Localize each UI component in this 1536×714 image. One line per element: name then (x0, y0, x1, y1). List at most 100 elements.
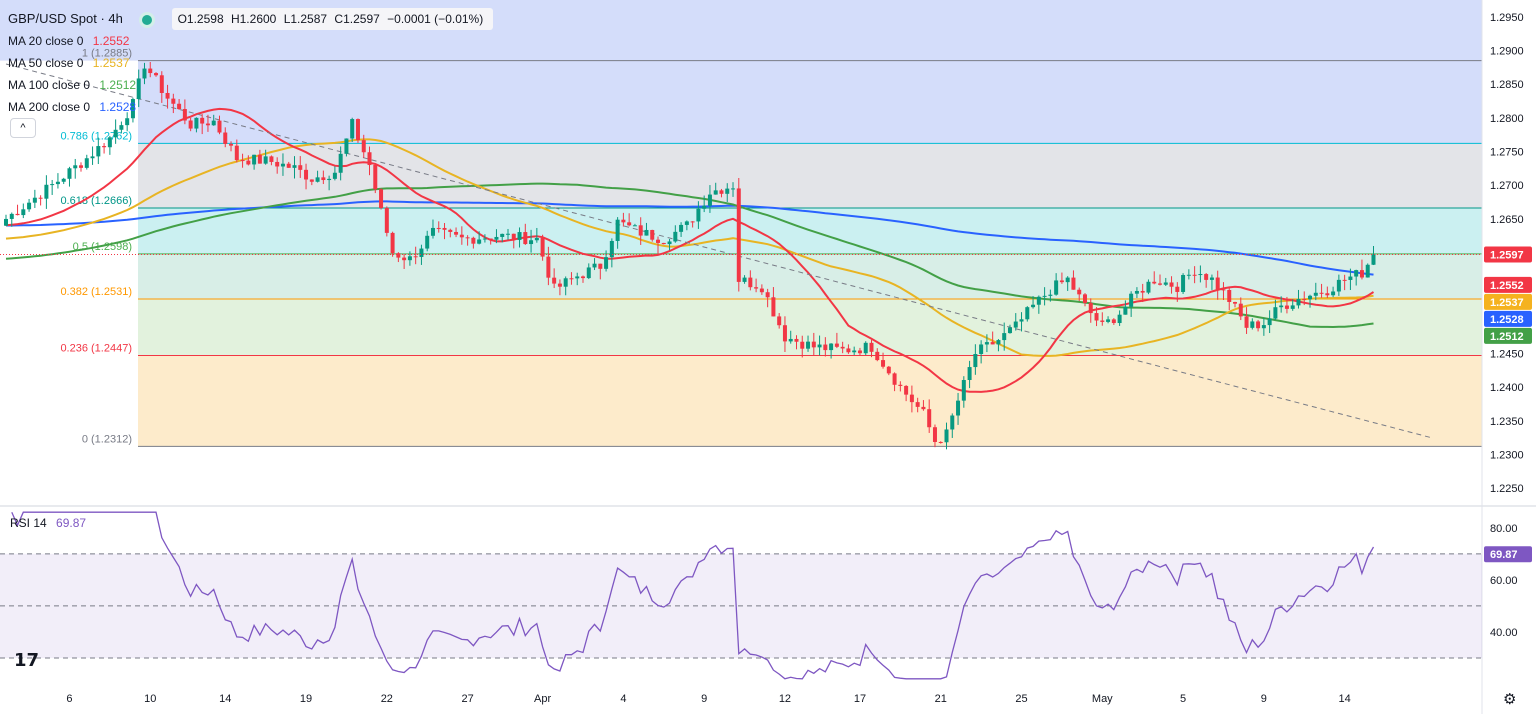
candle-body (863, 342, 868, 354)
candle-body (102, 146, 107, 148)
candle-body (615, 219, 620, 241)
x-tick-label: 22 (381, 693, 393, 705)
candle-body (327, 178, 332, 181)
candle-body (350, 119, 355, 139)
candle-body (73, 165, 78, 169)
collapse-legend-button[interactable]: ^ (10, 118, 36, 138)
candle-body (298, 165, 303, 170)
candle-body (459, 234, 464, 238)
candle-body (881, 360, 886, 367)
candle-body (1227, 289, 1232, 302)
candle-body (1082, 294, 1087, 303)
candle-body (777, 316, 782, 326)
candle-body (67, 168, 72, 179)
candle-body (1267, 318, 1272, 326)
indicator-ma200[interactable]: MA 200 close 0 1.2528 (8, 96, 493, 118)
candle-body (482, 238, 487, 240)
candle-body (4, 218, 8, 226)
candle-body (1290, 305, 1295, 309)
candle-body (125, 118, 130, 126)
candle-body (829, 343, 834, 351)
candle-body (846, 348, 851, 353)
candle-body (869, 342, 874, 352)
candle-body (61, 178, 66, 182)
candle-body (315, 177, 320, 182)
ma-tag: 1.2528 (1490, 314, 1524, 326)
candle-body (448, 229, 453, 232)
candle-body (1042, 295, 1047, 297)
ma50-line (5, 138, 1374, 357)
close-value: C1.2597 (334, 12, 380, 26)
candle-body (1204, 274, 1209, 280)
candle-body (736, 188, 741, 282)
candle-body (875, 351, 880, 361)
candle-body (523, 232, 528, 245)
candle-body (632, 225, 637, 227)
candle-body (1071, 277, 1076, 290)
open-value: O1.2598 (177, 12, 224, 26)
candle-body (1019, 319, 1024, 322)
candle-body (419, 248, 424, 257)
rsi-legend[interactable]: RSI 14 69.87 (10, 516, 86, 530)
candle-body (32, 197, 37, 203)
tradingview-logo-icon[interactable]: 17 (14, 650, 40, 671)
rsi-background (0, 507, 1482, 684)
candle-body (990, 342, 995, 345)
fib-label: 0.382 (1.2531) (60, 286, 132, 298)
candle-body (759, 288, 764, 293)
candle-body (563, 278, 568, 287)
candle-body (252, 154, 257, 165)
candle-body (1359, 270, 1364, 278)
gear-icon[interactable]: ⚙ (1503, 690, 1517, 708)
candle-body (1256, 321, 1261, 329)
candle-body (586, 267, 591, 279)
price-tick-label: 1.2900 (1490, 46, 1524, 58)
candle-body (973, 354, 978, 368)
candle-body (367, 152, 372, 166)
candle-body (1308, 295, 1313, 300)
trendline (5, 63, 1432, 439)
candle-body (1106, 319, 1111, 322)
candle-body (505, 233, 510, 235)
candle-body (159, 75, 164, 93)
candle-body (165, 92, 170, 99)
candle-body (604, 257, 609, 269)
candle-body (15, 213, 20, 216)
candle-body (950, 415, 955, 430)
indicator-value: 1.2512 (99, 78, 137, 92)
indicator-ma50[interactable]: MA 50 close 0 1.2537 (8, 52, 493, 74)
candle-body (748, 277, 753, 288)
candle-body (1163, 282, 1168, 285)
indicator-value: 1.2552 (92, 34, 130, 48)
x-tick-label: Apr (534, 693, 551, 705)
fib-label: 0 (1.2312) (82, 433, 132, 445)
candle-body (984, 342, 989, 345)
candle-body (1152, 281, 1157, 284)
indicator-ma20[interactable]: MA 20 close 0 1.2552 (8, 30, 493, 52)
candle-body (177, 103, 182, 110)
indicator-ma100[interactable]: MA 100 close 0 1.2512 (8, 74, 493, 96)
candle-body (679, 224, 684, 232)
candle-body (817, 344, 822, 348)
symbol-title[interactable]: GBP/USD Spot · 4h (8, 11, 123, 26)
change-value: −0.0001 (−0.01%) (387, 12, 484, 26)
candle-body (1013, 321, 1018, 328)
candle-body (1065, 277, 1070, 283)
candle-body (823, 344, 828, 351)
candle-body (154, 73, 159, 76)
candle-body (1284, 305, 1289, 309)
candle-body (1007, 327, 1012, 334)
candle-body (575, 276, 580, 279)
candle-body (188, 120, 193, 129)
candle-body (332, 172, 337, 179)
candle-body (800, 341, 805, 349)
price-tick-label: 1.2350 (1490, 416, 1524, 428)
candle-body (257, 154, 262, 164)
candle-body (592, 263, 597, 268)
candle-body (1059, 280, 1064, 283)
candle-body (938, 441, 943, 443)
last-price-tag-bg (1484, 246, 1532, 263)
candle-body (1117, 314, 1122, 324)
candle-body (96, 146, 101, 157)
